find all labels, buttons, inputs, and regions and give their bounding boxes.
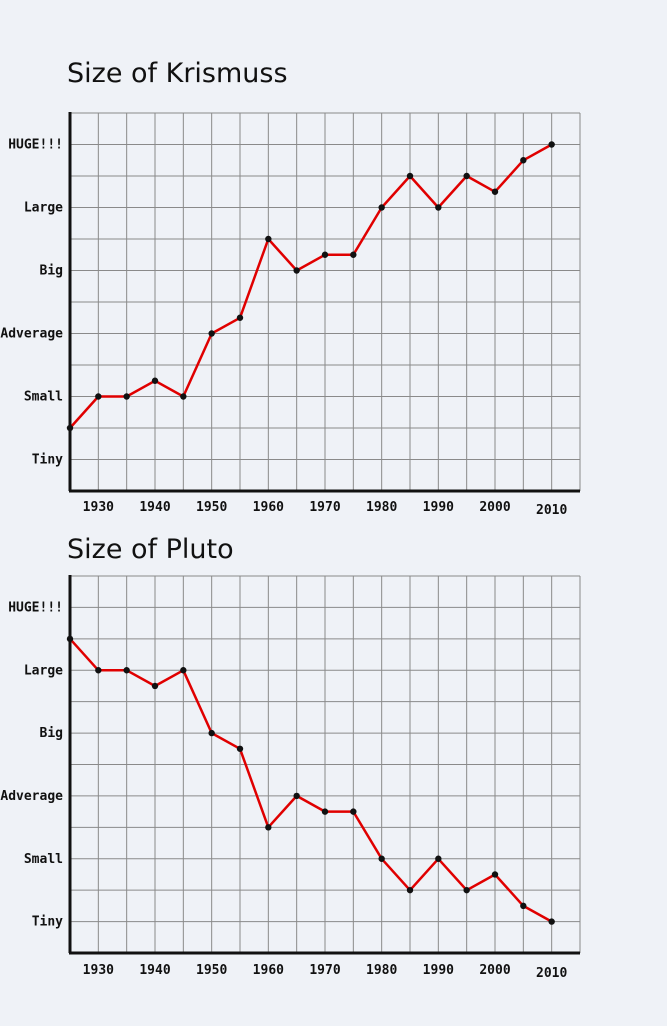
chart-grid xyxy=(69,575,581,954)
data-point xyxy=(95,667,102,674)
data-point xyxy=(435,204,442,211)
y-tick-label: HUGE!!! xyxy=(8,600,63,615)
y-tick-label: Large xyxy=(24,201,63,216)
data-point xyxy=(350,251,357,258)
chart-title: Size of Pluto xyxy=(67,534,234,565)
data-point xyxy=(548,141,555,148)
data-point xyxy=(378,204,385,211)
chart-1: Size of Pluto Tiny Small Adverage Big Large HU… xyxy=(0,534,581,981)
x-tick-label: 1970 xyxy=(309,500,340,515)
data-point xyxy=(95,393,102,400)
x-tick-label: 1950 xyxy=(196,963,227,978)
data-point xyxy=(406,886,414,894)
data-point xyxy=(435,855,442,862)
data-point xyxy=(265,235,272,243)
x-tick-label: 1930 xyxy=(83,963,114,978)
data-point xyxy=(66,635,74,643)
data-point xyxy=(66,424,74,432)
data-point xyxy=(378,855,385,862)
chart-title: Size of Krismuss xyxy=(67,58,288,89)
y-tick-label: Large xyxy=(24,663,63,678)
chart-0: Size of Krismuss Tiny Small Adverage Big Larg… xyxy=(0,58,581,518)
data-point xyxy=(321,808,329,815)
x-tick-label: 1960 xyxy=(253,963,284,978)
data-point xyxy=(463,886,470,894)
data-point xyxy=(208,330,215,337)
y-tick-label: Tiny xyxy=(32,915,63,930)
y-tick-label: Tiny xyxy=(32,453,63,468)
x-tick-label: 1950 xyxy=(196,500,227,515)
data-point xyxy=(520,902,527,910)
chart-grid xyxy=(69,112,581,492)
y-tick-label: Adverage xyxy=(0,327,63,342)
data-point xyxy=(236,314,244,321)
data-point xyxy=(293,792,300,800)
x-tick-label: 1960 xyxy=(253,500,284,515)
x-tick-label: 1940 xyxy=(139,500,170,515)
x-tick-label: 1940 xyxy=(139,963,170,978)
x-tick-label: 2010 xyxy=(536,966,567,981)
x-tick-label: 1980 xyxy=(366,963,397,978)
data-point xyxy=(463,172,470,180)
y-tick-label: HUGE!!! xyxy=(8,138,63,153)
x-tick-label: 1970 xyxy=(309,963,340,978)
x-tick-label: 1930 xyxy=(83,500,114,515)
data-point xyxy=(123,667,130,674)
data-point xyxy=(491,871,499,878)
x-tick-label: 2010 xyxy=(536,503,567,518)
y-tick-label: Big xyxy=(40,264,63,279)
data-point xyxy=(180,393,187,400)
series-line-krismuss xyxy=(69,143,553,429)
y-tick-label: Small xyxy=(24,852,63,867)
data-point xyxy=(180,667,187,674)
data-point xyxy=(236,745,244,752)
data-point xyxy=(151,377,159,384)
x-tick-label: 1980 xyxy=(366,500,397,515)
x-tick-label: 2000 xyxy=(479,963,510,978)
series-line-pluto xyxy=(69,637,553,923)
data-point xyxy=(123,393,130,400)
x-tick-label: 2000 xyxy=(479,500,510,515)
y-tick-label: Adverage xyxy=(0,789,63,804)
x-tick-label: 1990 xyxy=(423,500,454,515)
x-tick-label: 1990 xyxy=(423,963,454,978)
data-point xyxy=(406,172,414,180)
data-point xyxy=(208,729,215,737)
data-point xyxy=(151,682,159,690)
data-point xyxy=(491,188,499,195)
data-point xyxy=(265,824,272,831)
data-point xyxy=(520,157,527,164)
data-point xyxy=(548,918,555,925)
data-point xyxy=(293,267,300,274)
data-point xyxy=(321,251,329,258)
y-tick-label: Big xyxy=(40,726,63,741)
y-tick-label: Small xyxy=(24,390,63,405)
data-point xyxy=(350,808,357,815)
